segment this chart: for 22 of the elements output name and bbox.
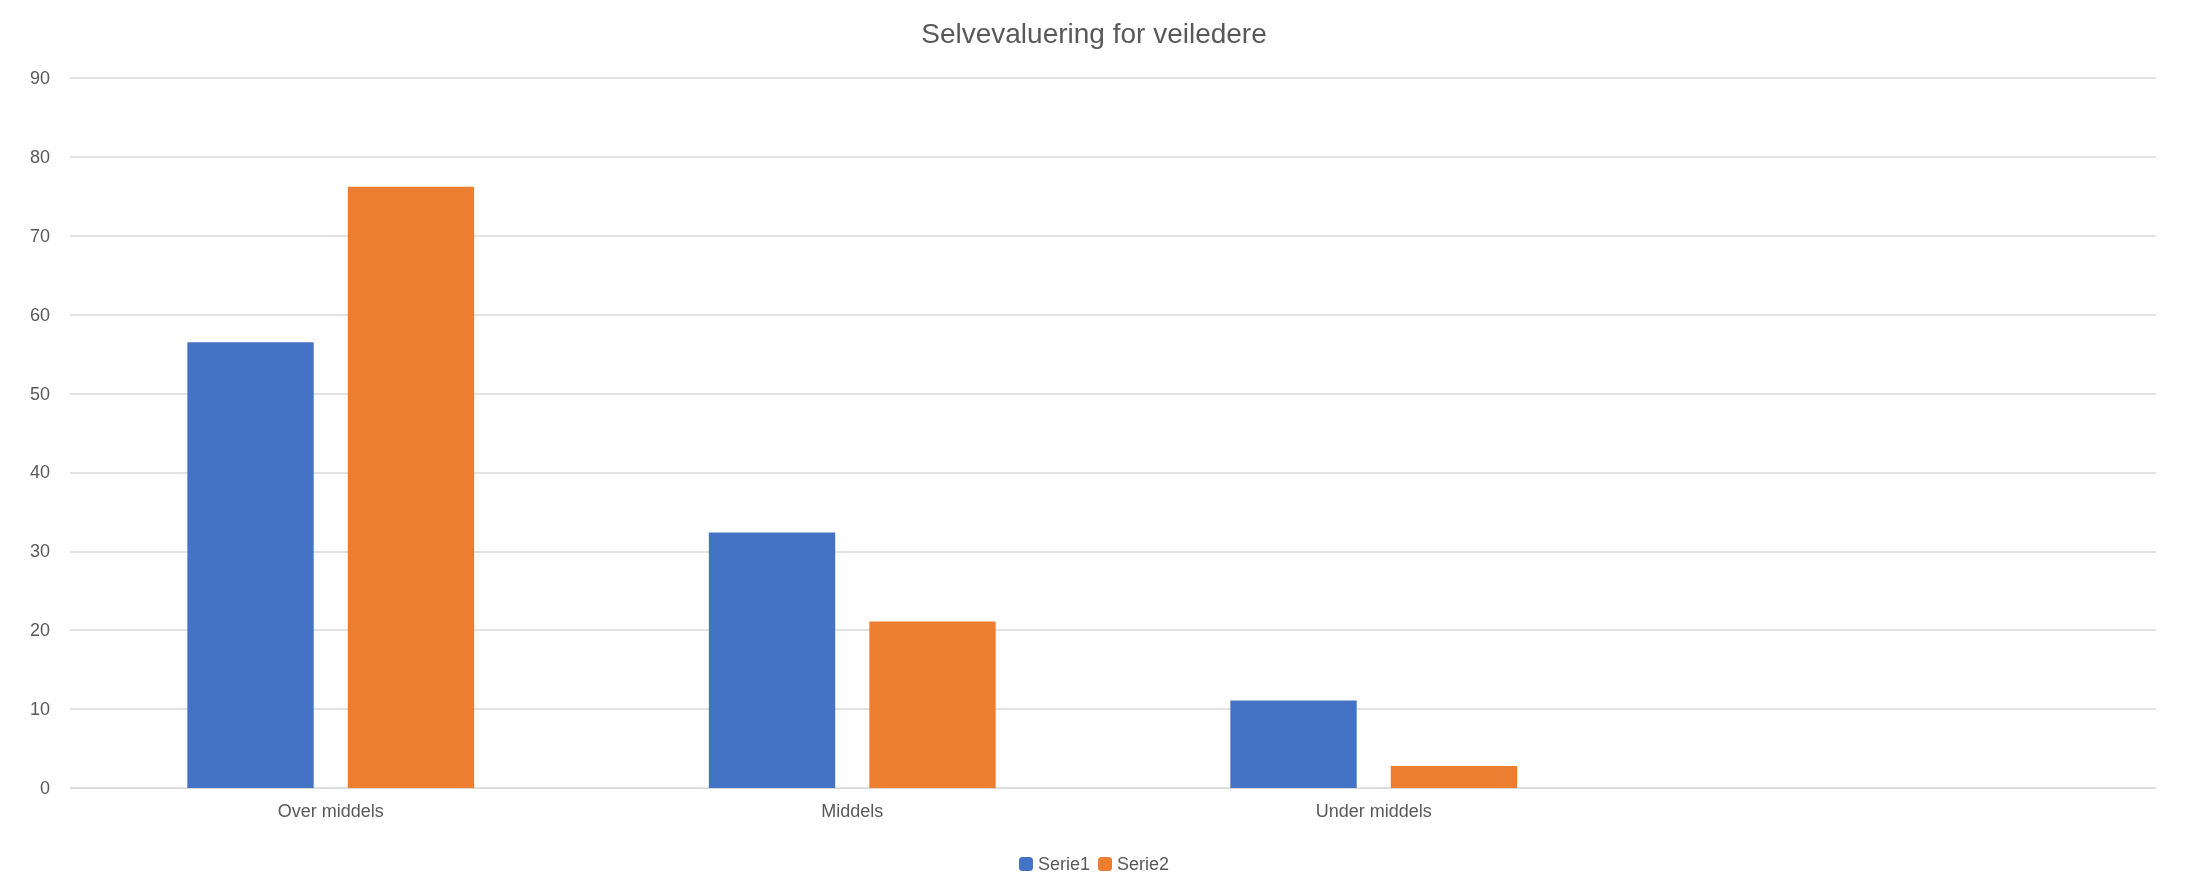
y-tick-label: 80 <box>29 146 50 167</box>
y-tick-label: 40 <box>29 462 50 483</box>
y-tick-label: 70 <box>29 225 50 246</box>
y-tick-label: 60 <box>29 304 50 325</box>
y-tick-label: 50 <box>29 383 50 404</box>
chart-title: Selvevaluering for veiledere <box>921 17 1267 49</box>
x-tick-label: Middels <box>821 801 884 821</box>
x-tick-label: Under middels <box>1315 801 1432 821</box>
x-tick-label: Over middels <box>277 801 384 821</box>
y-tick-label: 0 <box>39 778 50 798</box>
bar <box>1230 700 1357 788</box>
y-tick-label: 20 <box>29 620 50 641</box>
bar <box>347 186 475 788</box>
y-tick-label: 30 <box>29 541 50 562</box>
bar <box>1390 765 1518 788</box>
bar <box>187 342 314 788</box>
legend-label: Serie2 <box>1117 854 1170 874</box>
y-tick-label: 90 <box>29 68 50 88</box>
bar <box>708 532 836 788</box>
bar <box>869 621 996 788</box>
legend-label: Serie1 <box>1037 854 1090 874</box>
y-tick-label: 10 <box>29 699 50 720</box>
